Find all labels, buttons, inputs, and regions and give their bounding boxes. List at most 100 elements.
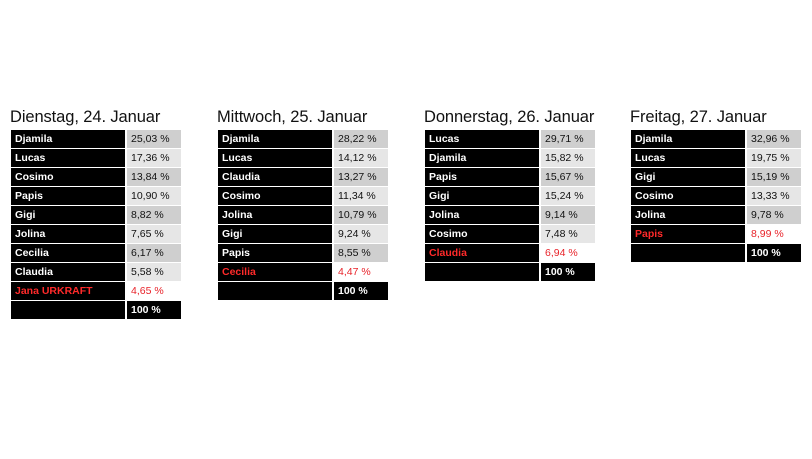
vote-percentage: 9,14 % xyxy=(541,206,595,224)
total-percentage: 100 % xyxy=(127,301,181,319)
candidate-name: Jolina xyxy=(218,206,332,224)
candidate-name: Gigi xyxy=(425,187,539,205)
vote-percentage: 17,36 % xyxy=(127,149,181,167)
result-row: Papis 15,67 % xyxy=(425,168,595,186)
result-row: Jolina 10,79 % xyxy=(218,206,388,224)
result-row: Cosimo 11,34 % xyxy=(218,187,388,205)
result-row: Djamila 32,96 % xyxy=(631,130,801,148)
candidate-name: Cosimo xyxy=(425,225,539,243)
result-row: Cosimo 7,48 % xyxy=(425,225,595,243)
candidate-name: Lucas xyxy=(425,130,539,148)
total-label-cell xyxy=(631,244,745,262)
day-table-1: Dienstag, 24. Januar Djamila 25,03 % Lucas 1… xyxy=(10,106,181,319)
candidate-name: Claudia xyxy=(425,244,539,262)
result-row: Gigi 15,24 % xyxy=(425,187,595,205)
result-row: Cosimo 13,33 % xyxy=(631,187,801,205)
result-row: Cosimo 13,84 % xyxy=(11,168,181,186)
candidate-name: Cecilia xyxy=(11,244,125,262)
day-title: Freitag, 27. Januar xyxy=(630,108,767,126)
candidate-name: Papis xyxy=(631,225,745,243)
result-row: Lucas 19,75 % xyxy=(631,149,801,167)
day-title: Dienstag, 24. Januar xyxy=(10,108,161,126)
result-row: Papis 8,55 % xyxy=(218,244,388,262)
results-list: Djamila 25,03 % Lucas 17,36 % Cosimo 13,84 % P… xyxy=(11,130,181,320)
vote-percentage: 8,55 % xyxy=(334,244,388,262)
results-list: Lucas 29,71 % Djamila 15,82 % Papis 15,67 % Gi… xyxy=(425,130,595,282)
candidate-name: Papis xyxy=(11,187,125,205)
vote-percentage: 8,99 % xyxy=(747,225,801,243)
result-row-eliminated: Claudia 6,94 % xyxy=(425,244,595,262)
candidate-name: Cosimo xyxy=(218,187,332,205)
result-row: Gigi 8,82 % xyxy=(11,206,181,224)
vote-percentage: 29,71 % xyxy=(541,130,595,148)
vote-percentage: 25,03 % xyxy=(127,130,181,148)
result-row: Gigi 15,19 % xyxy=(631,168,801,186)
day-table-2: Mittwoch, 25. Januar Djamila 28,22 % Lucas 1… xyxy=(217,106,388,300)
day-table-4: Freitag, 27. Januar Djamila 32,96 % Lucas 19… xyxy=(630,106,801,262)
vote-percentage: 13,33 % xyxy=(747,187,801,205)
candidate-name: Papis xyxy=(218,244,332,262)
candidate-name: Djamila xyxy=(631,130,745,148)
result-row: Djamila 28,22 % xyxy=(218,130,388,148)
total-row: 100 % xyxy=(218,282,388,300)
vote-percentage: 6,17 % xyxy=(127,244,181,262)
day-table-3: Donnerstag, 26. Januar Lucas 29,71 % Djamil… xyxy=(424,106,595,281)
total-percentage: 100 % xyxy=(541,263,595,281)
result-row: Jolina 7,65 % xyxy=(11,225,181,243)
result-row: Claudia 13,27 % xyxy=(218,168,388,186)
result-row: Gigi 9,24 % xyxy=(218,225,388,243)
candidate-name: Jolina xyxy=(425,206,539,224)
total-label-cell xyxy=(425,263,539,281)
total-row: 100 % xyxy=(631,244,801,262)
results-list: Djamila 28,22 % Lucas 14,12 % Claudia 13,27 %… xyxy=(218,130,388,301)
candidate-name: Gigi xyxy=(218,225,332,243)
vote-percentage: 14,12 % xyxy=(334,149,388,167)
result-row: Cecilia 6,17 % xyxy=(11,244,181,262)
candidate-name: Cosimo xyxy=(631,187,745,205)
result-row: Djamila 15,82 % xyxy=(425,149,595,167)
vote-percentage: 15,82 % xyxy=(541,149,595,167)
candidate-name: Lucas xyxy=(218,149,332,167)
day-title: Donnerstag, 26. Januar xyxy=(424,108,595,126)
candidate-name: Papis xyxy=(425,168,539,186)
total-label-cell xyxy=(11,301,125,319)
vote-percentage: 6,94 % xyxy=(541,244,595,262)
candidate-name: Lucas xyxy=(631,149,745,167)
candidate-name: Jolina xyxy=(11,225,125,243)
result-row: Lucas 14,12 % xyxy=(218,149,388,167)
vote-percentage: 13,84 % xyxy=(127,168,181,186)
candidate-name: Claudia xyxy=(218,168,332,186)
total-label-cell xyxy=(218,282,332,300)
vote-percentage: 9,24 % xyxy=(334,225,388,243)
candidate-name: Claudia xyxy=(11,263,125,281)
vote-percentage: 28,22 % xyxy=(334,130,388,148)
vote-percentage: 5,58 % xyxy=(127,263,181,281)
vote-percentage: 4,47 % xyxy=(334,263,388,281)
vote-percentage: 7,65 % xyxy=(127,225,181,243)
vote-percentage: 15,67 % xyxy=(541,168,595,186)
vote-percentage: 10,79 % xyxy=(334,206,388,224)
total-percentage: 100 % xyxy=(747,244,801,262)
result-row-eliminated: Cecilia 4,47 % xyxy=(218,263,388,281)
vote-percentage: 15,19 % xyxy=(747,168,801,186)
vote-percentage: 8,82 % xyxy=(127,206,181,224)
vote-percentage: 11,34 % xyxy=(334,187,388,205)
day-title: Mittwoch, 25. Januar xyxy=(217,108,368,126)
total-row: 100 % xyxy=(425,263,595,281)
candidate-name: Djamila xyxy=(218,130,332,148)
candidate-name: Djamila xyxy=(425,149,539,167)
result-row: Papis 10,90 % xyxy=(11,187,181,205)
results-list: Djamila 32,96 % Lucas 19,75 % Gigi 15,19 % Cos… xyxy=(631,130,801,263)
vote-percentage: 32,96 % xyxy=(747,130,801,148)
vote-percentage: 4,65 % xyxy=(127,282,181,300)
result-row: Lucas 29,71 % xyxy=(425,130,595,148)
vote-percentage: 10,90 % xyxy=(127,187,181,205)
vote-percentage: 9,78 % xyxy=(747,206,801,224)
candidate-name: Lucas xyxy=(11,149,125,167)
result-row: Jolina 9,78 % xyxy=(631,206,801,224)
result-row: Djamila 25,03 % xyxy=(11,130,181,148)
candidate-name: Gigi xyxy=(11,206,125,224)
vote-percentage: 7,48 % xyxy=(541,225,595,243)
candidate-name: Jolina xyxy=(631,206,745,224)
candidate-name: Djamila xyxy=(11,130,125,148)
